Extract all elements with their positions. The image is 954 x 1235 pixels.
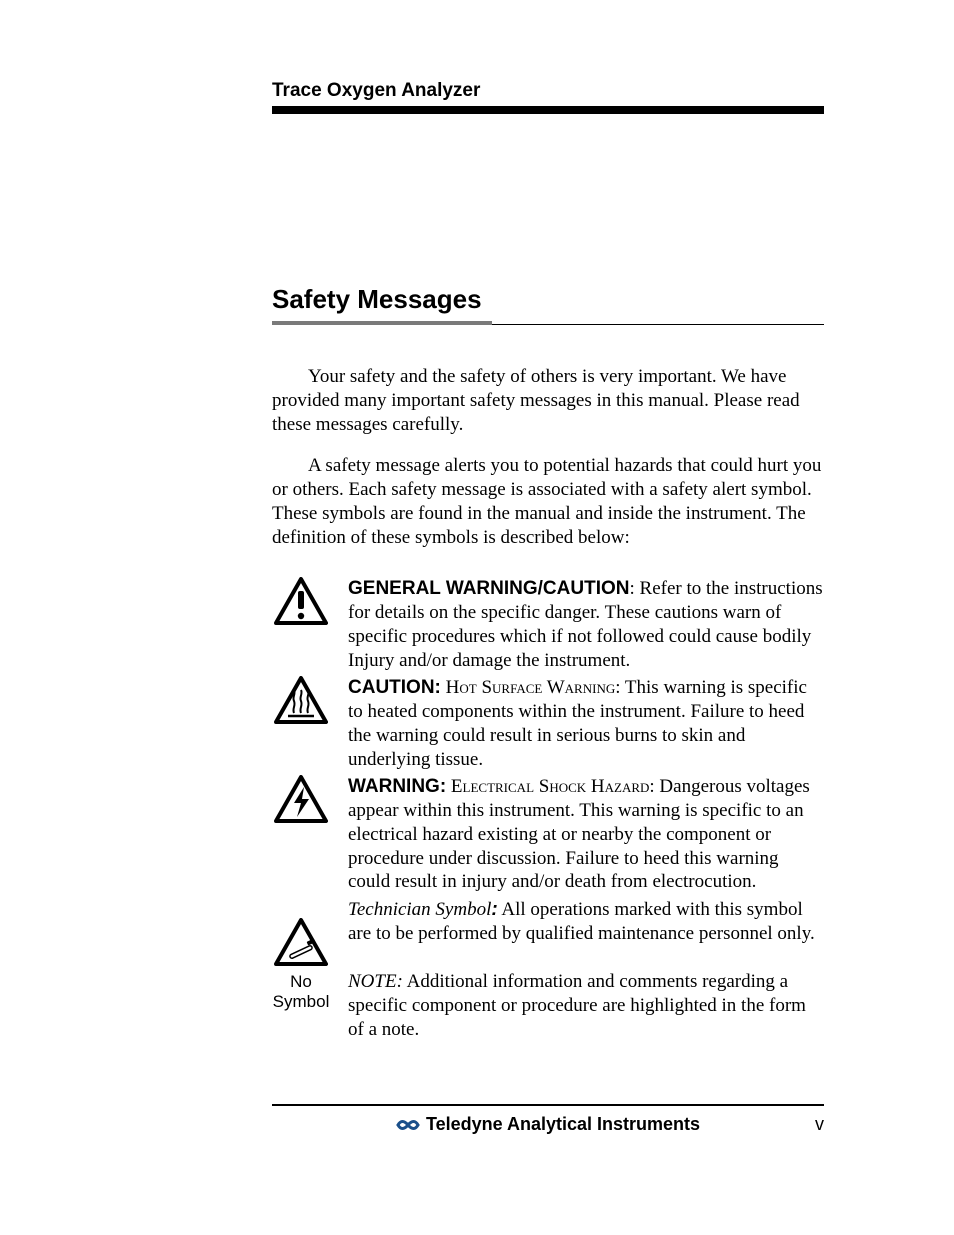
header-title: Trace Oxygen Analyzer [272, 80, 824, 102]
warning-technician-icon [272, 898, 330, 966]
item-body: Additional information and comments rega… [348, 971, 806, 1040]
warning-exclamation-icon [272, 577, 330, 625]
teledyne-logo-icon [396, 1116, 420, 1134]
lead-label: GENERAL WARNING/CAUTION [348, 578, 629, 599]
title-underline-thick [272, 321, 492, 325]
safety-item-text: CAUTION: Hot Surface Warning: This warni… [348, 676, 824, 771]
lead-smallcaps: Electrical Shock Hazard [451, 776, 650, 797]
safety-item-text: NOTE: Additional information and comment… [348, 970, 824, 1041]
intro-paragraph-2: A safety message alerts you to potential… [272, 454, 824, 549]
safety-item-electrical-shock: WARNING: Electrical Shock Hazard: Danger… [272, 775, 824, 894]
section-heading: Safety Messages [272, 284, 824, 325]
intro-paragraph-1: Your safety and the safety of others is … [272, 365, 824, 436]
no-symbol-line2: Symbol [273, 992, 330, 1012]
lead-suffix: : [629, 578, 639, 599]
safety-item-hot-surface: CAUTION: Hot Surface Warning: This warni… [272, 676, 824, 771]
page-number: v [815, 1114, 824, 1135]
page-footer: Teledyne Analytical Instruments v [272, 1104, 824, 1135]
safety-item-text: Technician Symbol: All operations marked… [348, 898, 824, 946]
footer-rule [272, 1104, 824, 1106]
footer-brand-text: Teledyne Analytical Instruments [426, 1114, 700, 1135]
document-page: Trace Oxygen Analyzer Safety Messages Yo… [0, 0, 954, 1235]
safety-item-text: GENERAL WARNING/CAUTION: Refer to the in… [348, 577, 824, 672]
lead-label: WARNING: [348, 776, 446, 797]
no-symbol-label: No Symbol [272, 970, 330, 1013]
section-title: Safety Messages [272, 284, 824, 315]
no-symbol-line1: No [273, 972, 330, 992]
safety-item-text: WARNING: Electrical Shock Hazard: Danger… [348, 775, 824, 894]
safety-items-list: GENERAL WARNING/CAUTION: Refer to the in… [272, 577, 824, 1041]
safety-item-general-warning: GENERAL WARNING/CAUTION: Refer to the in… [272, 577, 824, 672]
lead-smallcaps: Hot Surface Warning [446, 677, 616, 698]
lead-label: CAUTION: [348, 677, 441, 698]
lead-italic: NOTE: [348, 971, 403, 992]
footer-brand: Teledyne Analytical Instruments [396, 1114, 700, 1135]
safety-item-note: No Symbol NOTE: Additional information a… [272, 970, 824, 1041]
title-underline [272, 321, 824, 325]
header-rule [272, 106, 824, 114]
warning-shock-icon [272, 775, 330, 823]
lead-italic: Technician Symbol [348, 899, 491, 920]
warning-hot-surface-icon [272, 676, 330, 724]
footer-line: Teledyne Analytical Instruments v [272, 1114, 824, 1135]
page-header: Trace Oxygen Analyzer [272, 80, 824, 114]
safety-item-technician: Technician Symbol: All operations marked… [272, 898, 824, 966]
title-underline-thin [492, 324, 824, 325]
